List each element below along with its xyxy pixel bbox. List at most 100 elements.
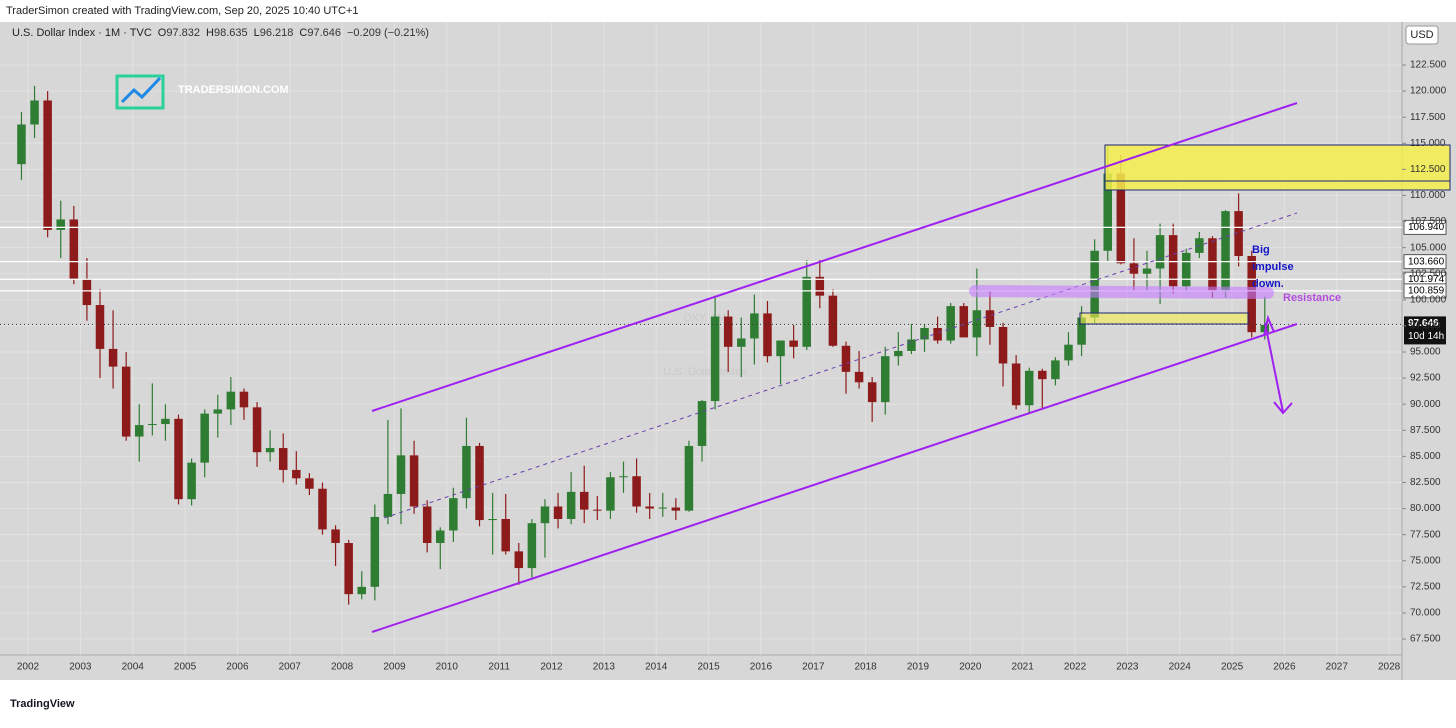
candle-body: [1024, 370, 1034, 406]
candle-body: [920, 328, 929, 340]
x-tick-label: 2017: [802, 662, 825, 673]
candle-body: [684, 445, 694, 511]
price-label: 101.974: [1408, 274, 1445, 285]
price-label-box: [1403, 219, 1447, 235]
x-tick-label: 2004: [122, 662, 145, 673]
last-price-label: 97.646: [1408, 318, 1439, 329]
currency-box[interactable]: [1405, 25, 1439, 45]
candle-body: [422, 506, 432, 544]
legend-label: C: [299, 27, 307, 39]
candle-body: [488, 519, 497, 521]
x-tick-label: 2018: [854, 662, 877, 673]
logo-text: TRADERSIMON.COM: [178, 84, 289, 96]
candle-body: [959, 306, 969, 338]
x-tick-label: 2024: [1169, 662, 1192, 673]
candle-body: [17, 124, 26, 165]
candle-body: [121, 366, 131, 437]
y-tick-label: 117.500: [1410, 112, 1446, 123]
candle-body: [318, 488, 327, 530]
arrow: [1263, 314, 1275, 337]
legend-value: 98.635: [214, 27, 248, 39]
candle-body: [239, 391, 249, 408]
candle-body: [867, 382, 877, 403]
candle-body: [854, 371, 864, 383]
candle-body: [907, 339, 916, 351]
legend-value: 97.646: [307, 27, 341, 39]
candle-body: [697, 401, 707, 446]
watermark: DXY, 1M: [684, 312, 727, 324]
x-tick-label: 2016: [750, 662, 773, 673]
candle-body: [1011, 363, 1021, 406]
candle-body: [370, 516, 380, 587]
y-tick-label: 92.500: [1410, 373, 1441, 384]
candle-body: [606, 477, 615, 511]
candle-body: [579, 491, 589, 510]
legend-value: −0.209 (−0.21%): [347, 27, 429, 39]
x-tick-label: 2023: [1116, 662, 1139, 673]
annotation: Resistance: [1283, 292, 1341, 304]
y-tick-label: 95.000: [1410, 347, 1441, 358]
candle-body: [671, 507, 681, 511]
candle-body: [396, 455, 406, 494]
candle-body: [161, 418, 170, 425]
y-tick-label: 110.000: [1410, 190, 1446, 201]
candle-body: [789, 340, 798, 347]
candle-body: [134, 425, 144, 437]
watermark: U.S. Dollar Index: [663, 366, 747, 378]
y-tick-label: 75.000: [1410, 555, 1441, 566]
candle-body: [1064, 344, 1073, 361]
x-tick-label: 2019: [907, 662, 930, 673]
x-tick-label: 2021: [1012, 662, 1035, 673]
time-axis: [0, 655, 1402, 680]
legend-symbol: U.S. Dollar Index · 1M · TVC: [12, 27, 152, 39]
candle-body: [880, 356, 890, 403]
y-tick-label: 97.500: [1410, 321, 1441, 332]
candle-body: [344, 543, 353, 595]
arrow: [1264, 322, 1284, 413]
annotation: Big: [1252, 244, 1270, 256]
legend-value: 97.832: [166, 27, 200, 39]
candle-body: [1208, 238, 1217, 292]
candle-body: [292, 469, 301, 479]
logo-icon: [120, 76, 162, 104]
legend-label: O: [158, 27, 167, 39]
candle-body: [776, 340, 785, 357]
candle-body: [226, 391, 236, 410]
candle-body: [305, 478, 314, 489]
candle-body: [1142, 268, 1152, 274]
brand: TradingView: [10, 698, 75, 710]
x-tick-label: 2028: [1378, 662, 1401, 673]
candle-body: [56, 219, 65, 230]
candle-body: [1116, 173, 1126, 264]
zone: [1104, 144, 1451, 191]
candle-body: [278, 448, 288, 470]
x-tick-label: 2013: [593, 662, 616, 673]
y-tick-label: 87.500: [1410, 425, 1441, 436]
candle-body: [462, 445, 471, 499]
arrow: [1273, 401, 1293, 415]
candle-body: [1051, 360, 1060, 380]
legend: U.S. Dollar Index · 1M · TVC O97.832 H98.6…: [12, 27, 429, 39]
x-tick-label: 2009: [383, 662, 406, 673]
x-tick-label: 2010: [436, 662, 459, 673]
y-tick-label: 122.500: [1410, 60, 1447, 71]
y-tick-label: 107.500: [1410, 216, 1447, 227]
x-tick-label: 2011: [488, 662, 510, 673]
x-tick-label: 2026: [1273, 662, 1296, 673]
candle-body: [449, 498, 458, 531]
x-tick-label: 2007: [279, 662, 302, 673]
annotation: down.: [1252, 278, 1284, 290]
candle-body: [723, 316, 733, 347]
y-tick-label: 80.000: [1410, 503, 1441, 514]
y-tick-label: 70.000: [1410, 608, 1441, 619]
y-tick-label: 105.000: [1410, 242, 1447, 253]
y-tick-label: 90.000: [1410, 399, 1441, 410]
candle-body: [1234, 211, 1243, 256]
candle-body: [148, 424, 157, 426]
x-tick-label: 2006: [226, 662, 249, 673]
candle-body: [763, 313, 772, 357]
x-tick-label: 2002: [17, 662, 40, 673]
candle-body: [252, 407, 262, 453]
candle-body: [357, 586, 366, 595]
